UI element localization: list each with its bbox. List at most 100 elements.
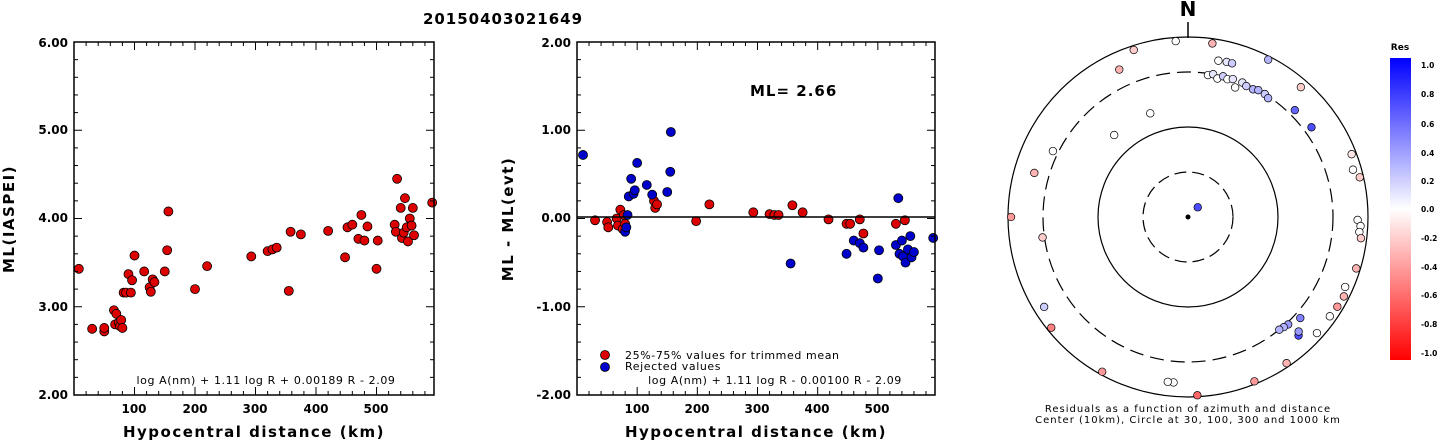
station-point [1282,358,1291,368]
caption-line-2: Center (10km), Circle at 30, 100, 300 an… [1035,415,1341,426]
station-point [1171,36,1180,46]
data-point [403,236,413,247]
colorbar-tick: 0.2 [1421,177,1434,186]
station-point [1163,377,1172,387]
y-tick-label: 1.00 [541,123,571,137]
circle-100km [1097,126,1279,308]
station-point [1193,391,1202,400]
station-point [1250,377,1259,386]
rejected-point [905,231,916,242]
colorbar-tick: -0.4 [1421,263,1437,272]
station-point [1296,313,1305,323]
station-point [1098,367,1107,376]
rejected-point [621,222,632,233]
colorbar-gradient [1390,58,1411,360]
station-point [1047,323,1056,332]
y-tick-label: 5.00 [38,123,68,137]
chart2-formula: log A(nm) + 1.11 log R - 0.00100 R - 2.0… [648,374,902,387]
station-point [1264,55,1273,64]
station-point [1254,86,1263,95]
data-point [347,219,358,230]
circle-30km [1142,171,1234,263]
data-point [409,230,419,241]
legend-label-trimmed: 25%-75% values for trimmed mean [625,349,840,362]
data-point [202,261,213,272]
data-point [73,263,84,274]
chart1-ticks [74,41,434,396]
station-point [1307,123,1316,132]
station-point [1290,106,1299,115]
station-point [1039,302,1049,312]
station-point [1146,109,1155,118]
colorbar-tick: 1.0 [1421,61,1434,70]
residual-colorbar: Res 1.0 0.8 0.6 0.4 0.2 0.0 -0.2 -0.4 -0… [1390,43,1437,360]
x-tick-label: 400 [804,402,829,416]
legend-marker-trimmed [600,350,610,360]
rejected-point [578,150,588,160]
ml-vs-distance-chart: 2.00 3.00 4.00 5.00 6.00 100 200 300 400… [0,36,438,441]
station-point [1208,39,1217,48]
trimmed-point [854,214,865,225]
data-point [271,242,282,253]
caption-line-1: Residuals as a function of azimuth and d… [1045,404,1331,415]
station-point [1347,150,1356,159]
ml-value-label: ML= 2.66 [750,82,837,100]
station-point [1356,234,1366,243]
station-point [1348,165,1358,174]
data-point [145,286,156,297]
x-tick-label: 200 [182,402,207,416]
x-tick-label: 500 [363,402,388,416]
data-point [371,263,382,274]
station-point [1296,83,1306,92]
station-point [1129,45,1138,55]
colorbar-tick: 0.0 [1421,205,1434,214]
data-point [163,206,174,217]
rejected-point [872,273,883,284]
data-point [87,323,98,334]
rejected-point [858,242,869,253]
station-point [1038,233,1047,242]
chart1-x-axis-label: Hypocentral distance (km) [123,423,385,441]
chart1-x-tick-labels: 100 200 300 400 500 [121,402,388,416]
data-point [392,173,402,184]
colorbar-tick-labels: 1.0 0.8 0.6 0.4 0.2 0.0 -0.2 -0.4 -0.6 -… [1421,61,1437,358]
data-point [117,323,128,333]
data-point [323,225,334,236]
colorbar-tick: -0.6 [1421,291,1437,300]
x-tick-label: 100 [624,402,649,416]
data-point [127,275,137,286]
colorbar-tick: 0.4 [1421,149,1434,158]
x-tick-label: 300 [242,402,267,416]
x-tick-label: 100 [121,402,146,416]
data-point [395,203,406,213]
trimmed-point [797,207,808,218]
station-point [1355,173,1364,182]
data-point [125,287,136,298]
x-tick-label: 500 [864,402,889,416]
colorbar-tick: 0.6 [1421,120,1434,129]
trimmed-point [652,199,662,210]
station-point [1193,203,1202,212]
y-tick-label: -1.00 [536,300,571,314]
chart2-x-axis-label: Hypocentral distance (km) [625,423,887,441]
rejected-point [629,185,640,196]
rejected-point [665,127,676,137]
data-point [295,229,306,240]
trimmed-point [590,215,600,226]
station-point [1230,83,1240,92]
data-point [139,266,150,277]
data-point [285,226,296,237]
rejected-point [841,248,852,259]
y-tick-label: 0.00 [541,211,571,225]
station-point [1030,168,1039,178]
figure-title: 20150403021649 [423,10,583,28]
station-point [1333,302,1342,311]
chart2-marks [578,127,939,284]
rejected-point [647,189,658,200]
colorbar-tick: -1.0 [1421,349,1437,358]
legend-label-rejected: Rejected values [625,360,721,373]
data-point [159,266,170,277]
x-tick-label: 200 [684,402,709,416]
trimmed-point [603,222,614,233]
